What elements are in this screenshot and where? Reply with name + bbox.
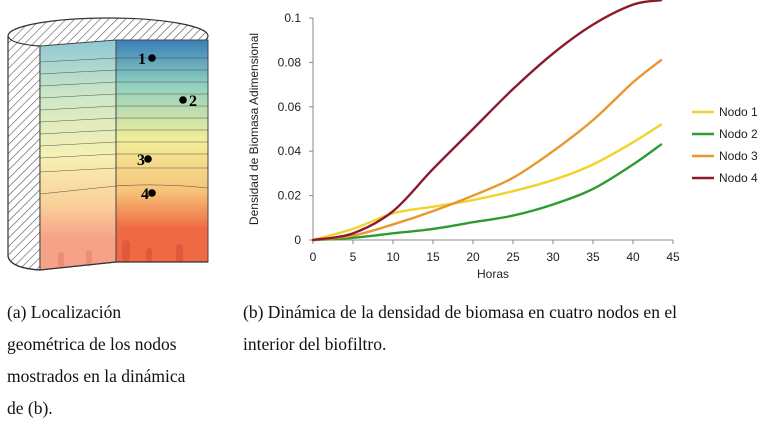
caption-a-line: geométrica de los nodos [7,334,177,354]
y-tick-label: 0 [294,233,301,247]
x-tick-label: 30 [546,250,560,264]
series-line-nodo-1 [311,123,663,242]
caption-b: (b) Dinámica de la densidad de biomasa e… [243,296,768,360]
cylinder-left-wall [7,35,41,271]
bottom-drips [122,240,183,262]
cylinder-cut-left [39,39,117,271]
svg-text:1: 1 [138,51,146,68]
caption-a-line: (a) Localización [7,302,122,322]
y-tick-label: 0.02 [278,189,302,203]
x-tick-label: 25 [506,250,520,264]
y-axis-label: Densidad de Biomasa Adimensional [247,33,261,225]
x-tick-label: 20 [466,250,480,264]
svg-text:4: 4 [141,186,149,203]
node-2: 2 [179,93,197,110]
node-4: 4 [141,186,156,203]
node-1: 1 [138,51,156,68]
caption-b-line: interior del biofiltro. [243,334,387,354]
series-line-nodo-3 [311,58,663,242]
caption-a-line: mostrados en la dinámica [7,366,186,386]
svg-text:2: 2 [189,93,197,110]
x-tick-label: 40 [626,250,640,264]
legend-entry: Nodo 2 [719,127,758,141]
x-tick-label: 5 [350,250,357,264]
cylinder-cut-right [115,39,209,263]
y-tick-label: 0.06 [278,100,302,114]
x-tick-label: 45 [666,250,680,264]
series-line-nodo-2 [311,143,663,242]
y-tick-label: 0.1 [284,11,301,25]
x-tick-label: 15 [426,250,440,264]
x-tick-label: 35 [586,250,600,264]
legend-entry: Nodo 3 [719,149,758,163]
legend-entry: Nodo 1 [719,105,758,119]
node-3: 3 [137,152,152,169]
biomass-line-chart: 00.020.040.060.080.1 0 5 10 15 20 25 30 35 40 45 … [247,0,758,281]
svg-text:3: 3 [137,152,145,169]
y-tick-label: 0.04 [278,144,302,158]
chart-axes [312,18,673,241]
contour-lines [39,57,209,195]
x-tick-label: 0 [310,250,317,264]
cylinder-figure: 1 2 3 4 [7,17,209,271]
x-axis-label: Horas [477,267,509,281]
caption-a: (a) Localización geométrica de los nodos… [7,296,237,424]
x-tick-label: 10 [386,250,400,264]
caption-b-line: (b) Dinámica de la densidad de biomasa e… [243,302,677,322]
chart-legend: Nodo 1 Nodo 2 Nodo 3 Nodo 4 [692,105,758,185]
legend-entry: Nodo 4 [719,171,758,185]
cylinder-bottom [7,255,208,271]
y-tick-label: 0.08 [278,55,302,69]
caption-a-line: de (b). [7,398,53,418]
series-line-nodo-4 [311,0,663,242]
